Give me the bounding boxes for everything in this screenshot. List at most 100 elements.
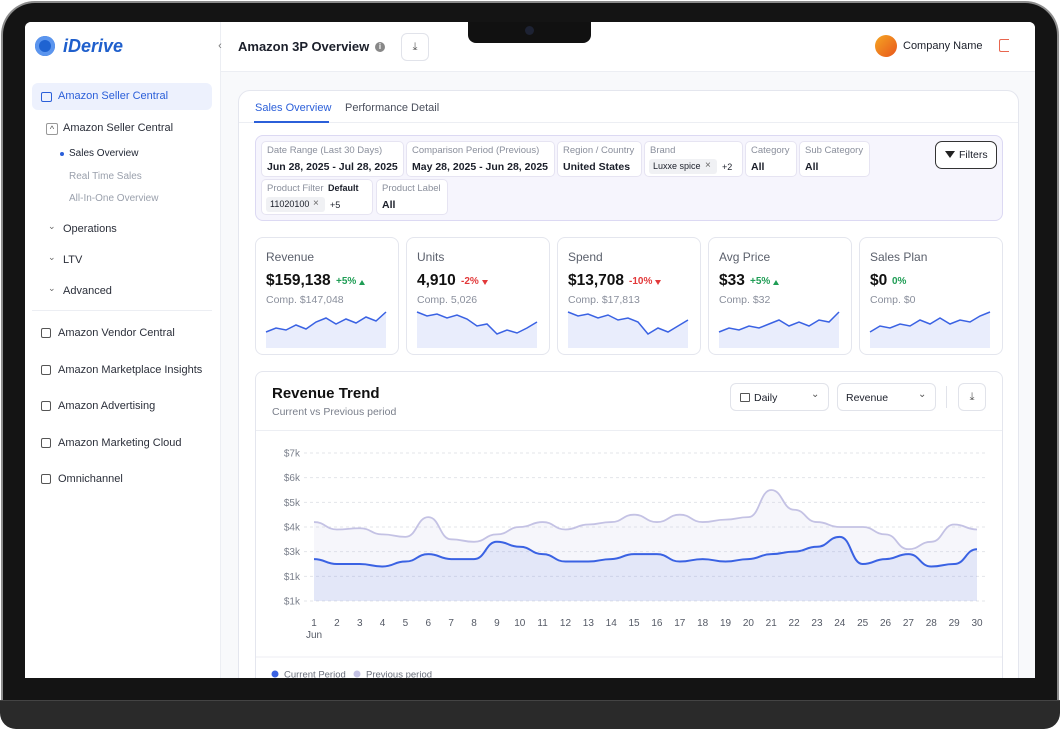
nav-platform[interactable]: Amazon Advertising [58,400,156,412]
active-dot [60,152,64,156]
sparkline-line [869,311,991,333]
sidebar: iDerive Amazon Seller Central ^ Amazon Sell… [25,22,221,678]
chevron: ⌄ [48,252,56,262]
chip-remove[interactable]: × [313,198,319,209]
nav-platform[interactable]: Omnichannel [58,473,123,485]
x-tick-label: 26 [880,618,892,629]
kpi-card[interactable]: Spend $13,708 -10% Comp. $17,813 [557,237,701,355]
sparkline-area [266,312,386,348]
series-line [313,489,978,551]
kpi-label: Sales Plan [870,250,928,264]
kpi-card[interactable]: Sales Plan $0 0% Comp. $0 [859,237,1003,355]
expand-icon: ^ [46,123,58,135]
filter-value: May 28, 2025 - Jun 28, 2025 [412,161,549,173]
x-tick-label: 16 [651,618,663,629]
y-tick-label: $5k [284,498,301,509]
sparkline-area [568,312,688,348]
chart-select[interactable]: Daily ⌄ [730,383,829,411]
chip-remove[interactable]: × [705,160,711,171]
filter-label: Category [751,145,790,156]
download-button[interactable]: ⤓ [401,33,429,61]
nav-subitem[interactable]: Sales Overview [69,148,139,159]
sparkline [718,311,840,348]
nav-icon [41,364,51,375]
select-chevron: ⌄ [918,389,927,400]
kpi-label: Revenue [266,250,315,264]
filter-mode: Default [328,183,359,193]
separator [946,386,947,408]
info-icon: i [375,42,385,52]
x-tick-label: 3 [357,618,363,629]
y-tick-label: $1k [284,572,301,583]
nav-icon [41,474,51,484]
chevron: ⌄ [48,221,56,231]
y-tick-label: $6k [284,473,301,484]
kpi-card[interactable]: Units 4,910 -2% Comp. 5,026 [406,237,550,355]
avatar[interactable] [875,35,897,57]
chart-select-label: Revenue [846,392,889,404]
kpi-card[interactable]: Revenue $159,138 +5% Comp. $147,048 [255,237,399,355]
chevron: ⌄ [48,283,56,293]
divider [32,310,212,311]
kpi-card[interactable]: Avg Price $33 +5% Comp. $32 [708,237,852,355]
kpi-label: Spend [568,250,603,264]
x-tick-label: 24 [834,618,846,629]
active-nav-bg[interactable] [32,83,212,110]
filter-field[interactable]: Brand Luxxe spice × +2 [644,141,743,177]
x-tick-label: 6 [426,618,432,629]
x-tick-label: 2 [334,618,340,629]
filter-label: Product Filter [267,183,324,194]
x-tick-label: 12 [560,618,572,629]
nav-section[interactable]: LTV [63,254,83,266]
kpi-value: $0 [870,272,888,289]
kpi-value: $13,708 [568,272,625,289]
filter-field[interactable]: Date Range (Last 30 Days) Jun 28, 2025 - … [261,141,404,177]
filter-label: Sub Category [805,145,864,156]
filter-field[interactable]: Comparison Period (Previous) May 28, 2025… [406,141,555,177]
y-tick-label: $3k [284,547,301,558]
nav-icon [41,437,51,448]
logout-icon[interactable] [999,39,1009,52]
x-tick-label: 15 [629,618,641,629]
nav-subitem[interactable]: Real Time Sales [69,170,142,182]
nav-platform[interactable]: Amazon Marketplace Insights [58,363,203,376]
nav-subitem[interactable]: All-In-One Overview [69,193,159,204]
filter-field[interactable]: Product Label All [376,179,448,215]
collapse-button[interactable]: ‹ [218,40,222,52]
filter-field[interactable]: Category All [745,141,797,177]
chart-select[interactable]: Revenue ⌄ [837,383,936,411]
nav-platform[interactable]: Amazon Vendor Central [58,327,175,339]
line-chart: $7k$6k$5k$4k$3k$1k$1k1 2 3 4 5 6 7 8 9 10 11 12 13 14… [256,449,1002,678]
nav-item-active[interactable]: Amazon Seller Central [58,90,169,102]
filter-field[interactable]: Product Filter Default 11020100 × +5 [261,179,373,215]
filter-label: Brand [650,145,676,156]
kpi-change: -10% [629,276,653,287]
kpi-comparison: Comp. $17,813 [568,294,640,306]
header-divider [256,430,1002,431]
kpi-comparison: Comp. $147,048 [266,294,344,306]
filters-button[interactable]: Filters [935,141,997,169]
nav-section[interactable]: Advanced [63,285,112,297]
tab[interactable]: Sales Overview [255,102,332,114]
x-tick-label: 1 [311,618,317,629]
company-name[interactable]: Company Name [903,40,983,52]
trend-arrow [655,280,661,285]
filter-field[interactable]: Region / Country United States [557,141,642,177]
x-tick-label: 27 [903,618,915,629]
x-tick-label: 18 [697,618,709,629]
x-tick-label: 7 [448,618,454,629]
nav-group[interactable]: Amazon Seller Central [63,122,174,134]
laptop-base [0,700,1060,729]
filter-label: Region / Country [563,145,635,156]
nav-platform[interactable]: Amazon Marketing Cloud [58,436,182,449]
filters-button-label: Filters [959,149,988,161]
kpi-label: Avg Price [719,250,771,264]
x-tick-label: 19 [720,618,732,629]
filter-field[interactable]: Sub Category All [799,141,870,177]
x-tick-label: 9 [494,618,500,629]
chart-download[interactable]: ⤓ [958,383,986,411]
nav-section[interactable]: Operations [63,223,117,235]
tab[interactable]: Performance Detail [345,102,440,114]
filter-label: Date Range (Last 30 Days) [267,145,383,156]
camera-notch [468,22,591,43]
